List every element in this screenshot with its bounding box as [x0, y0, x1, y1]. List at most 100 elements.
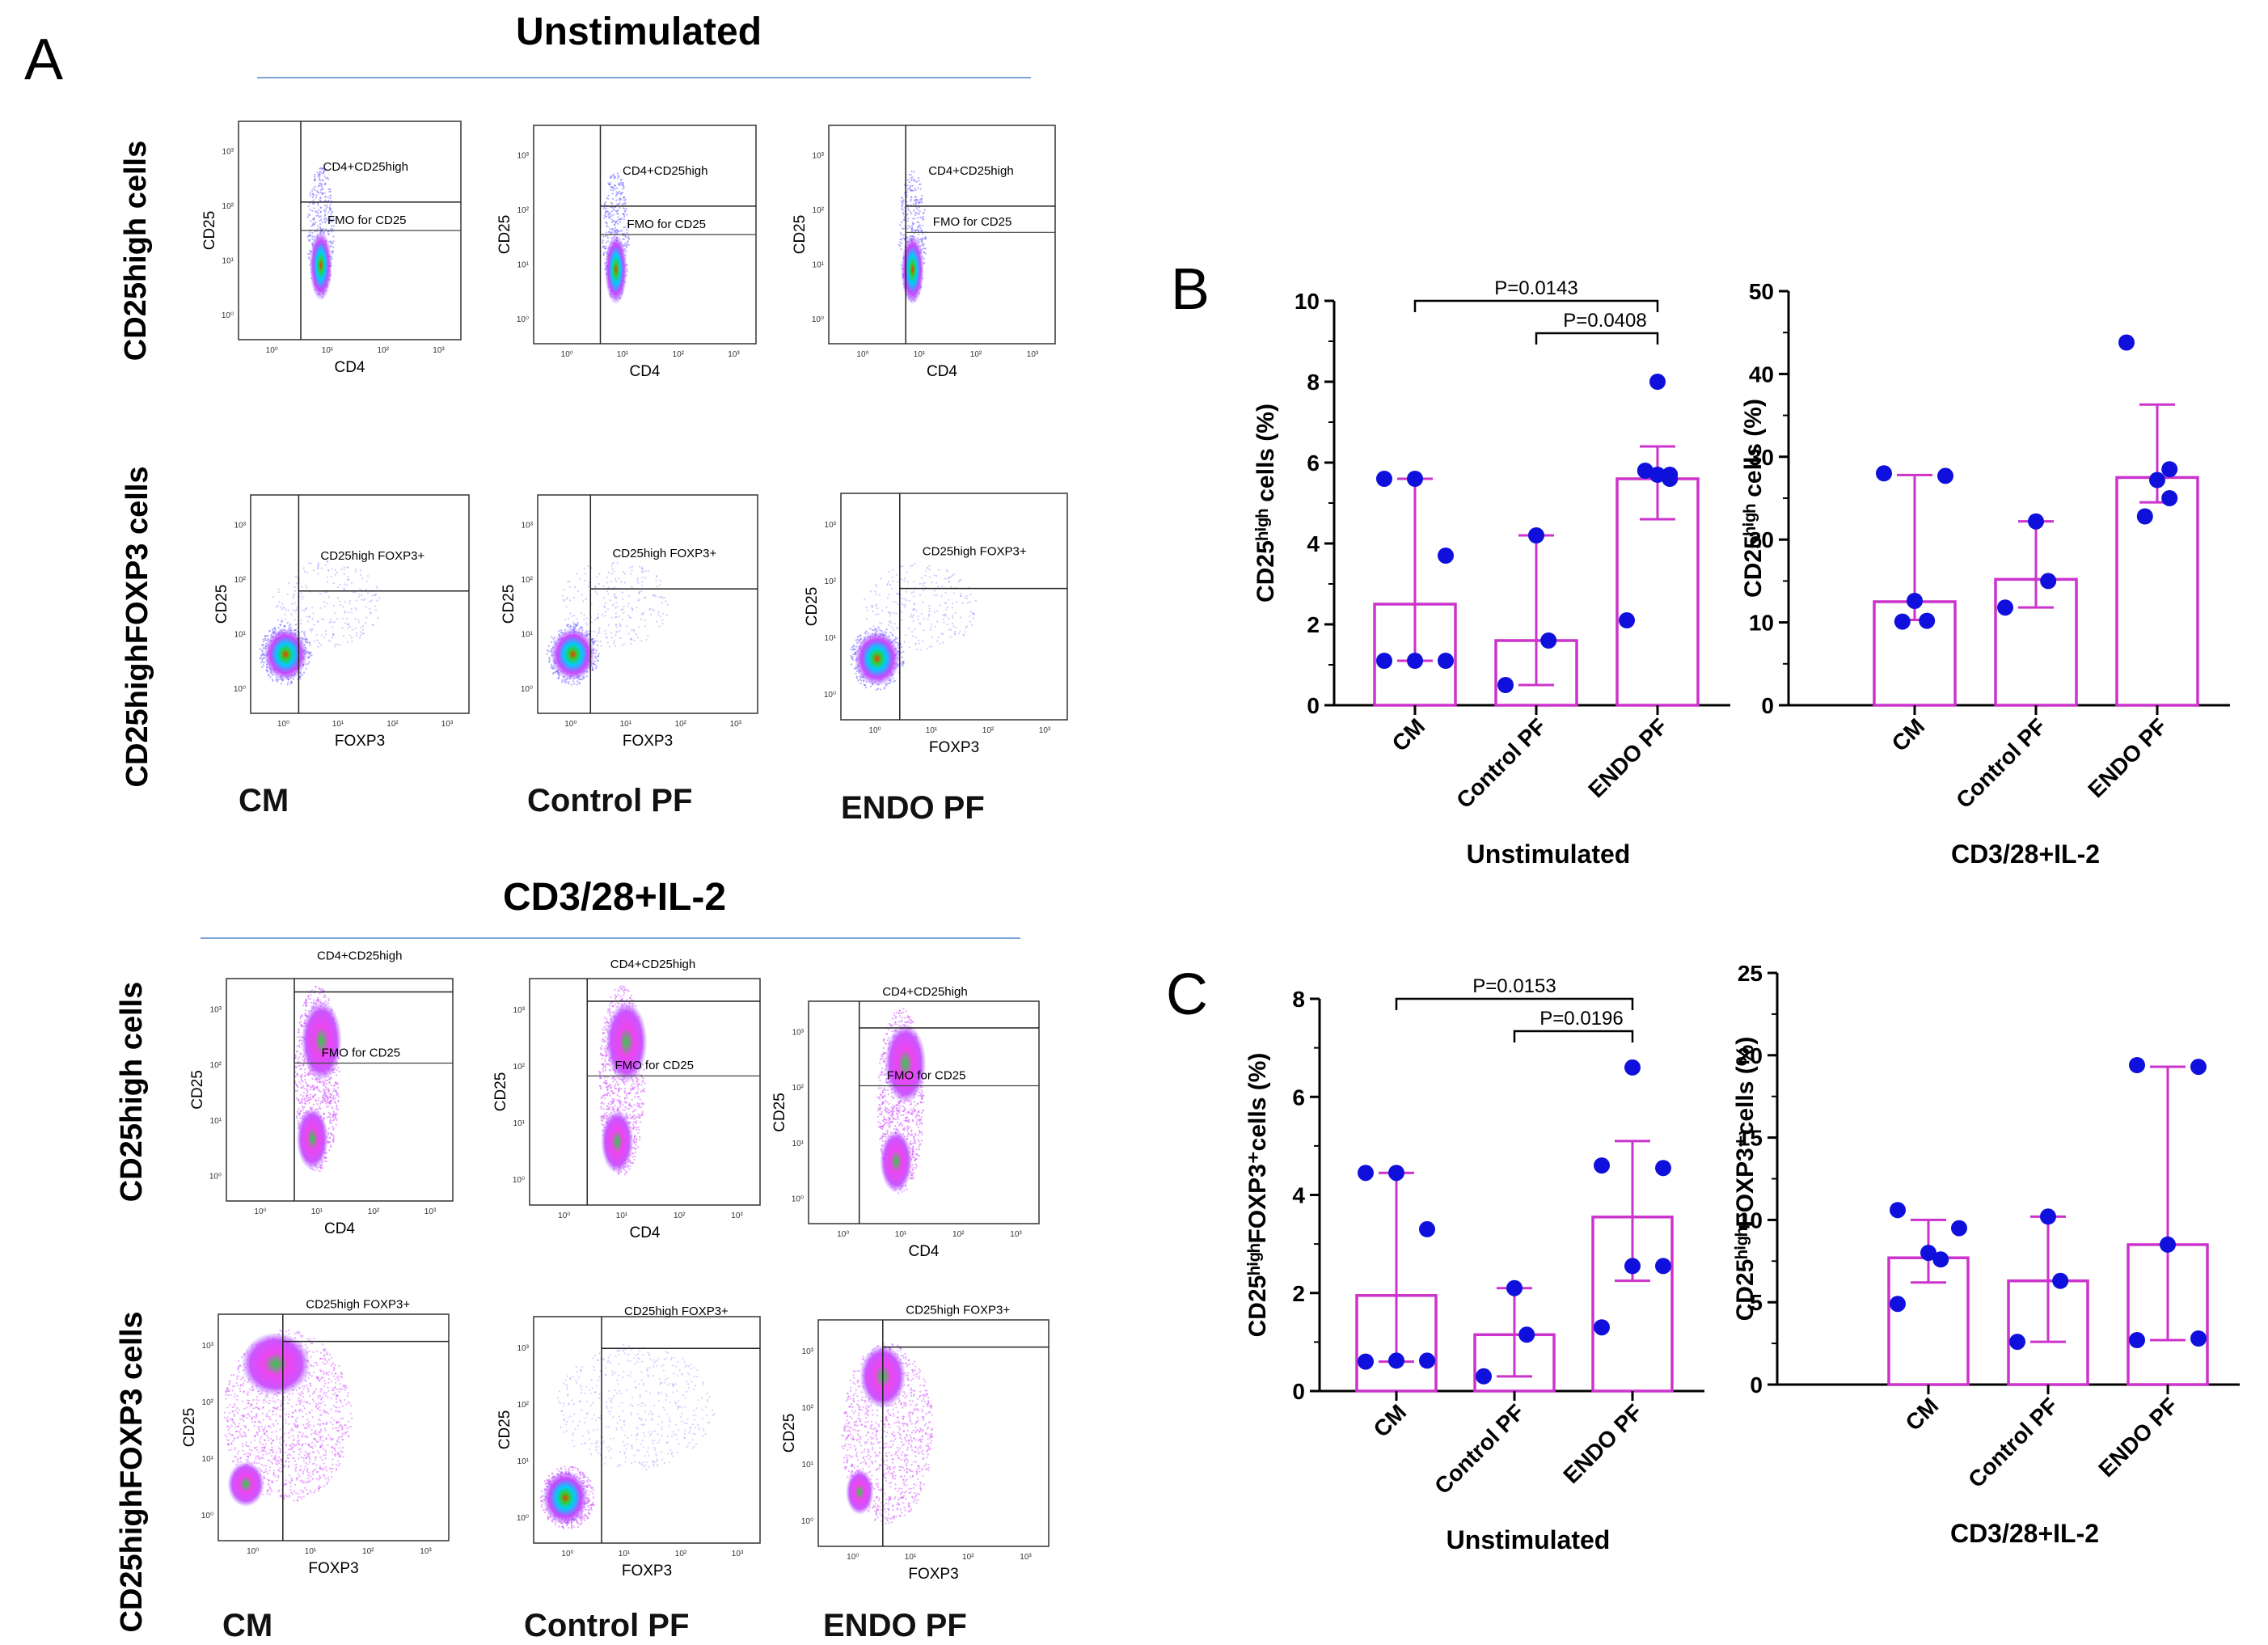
facs-x-axis-label: FOXP3	[308, 1560, 358, 1577]
facs-tick-label: 10¹	[517, 1457, 530, 1466]
facs-plot-frame	[537, 494, 758, 714]
panel-a-letter: A	[24, 27, 63, 92]
y-tick-label: 0	[1761, 693, 1774, 718]
facs-plot: CD25high FOXP3+ 10⁰ 10⁰ 10¹ 10¹ 10² 10² 10³ 10³ F…	[500, 494, 758, 750]
facs-gate-label: CD25high FOXP3+	[306, 1298, 410, 1312]
facs-y-axis-label: CD25	[792, 215, 809, 255]
data-point	[1388, 1165, 1404, 1182]
facs-gate-label: CD4+CD25high	[882, 985, 967, 999]
significance-line	[1535, 332, 1659, 345]
data-point	[2149, 472, 2165, 488]
panel-b-letter: B	[1171, 257, 1210, 322]
y-tick-label: 0	[1292, 1379, 1305, 1404]
facs-plot-frame	[226, 978, 454, 1202]
data-point	[1540, 632, 1557, 649]
facs-x-axis-label: FOXP3	[623, 733, 673, 750]
significance-bracket: P=0.0196	[1513, 1008, 1634, 1042]
facs-tick-label: 10⁰	[564, 720, 577, 729]
data-point	[1937, 467, 1953, 484]
panel-c-letter: C	[1166, 962, 1208, 1027]
facs-x-axis-label: CD4	[334, 359, 365, 376]
x-axis-label: Unstimulated	[1447, 1525, 1611, 1554]
facs-gate-label: CD4+CD25high	[317, 949, 402, 963]
significance-bracket: P=0.0408	[1535, 310, 1659, 345]
category-label: ENDO PF	[1583, 713, 1672, 802]
row-label-foxp3-stim: CD25highFOXP3 cells	[115, 1311, 149, 1632]
data-point	[2129, 1057, 2145, 1073]
facs-tick-label: 10³	[825, 521, 837, 530]
facs-tick-label: 10⁰	[254, 1207, 266, 1216]
facs-tick-label: 10²	[362, 1547, 374, 1556]
facs-tick-label: 10³	[202, 1342, 214, 1351]
facs-tick-label: 10¹	[305, 1547, 317, 1556]
data-point	[1662, 467, 1679, 483]
data-point	[1997, 599, 2013, 616]
facs-tick-label: 10¹	[234, 631, 247, 640]
facs-gate-label: FMO for CD25	[322, 1046, 401, 1059]
facs-plot: CD4+CD25high FMO for CD25 10⁰ 10⁰ 10¹ 10¹ 10² 1…	[792, 125, 1056, 380]
facs-population	[301, 1000, 342, 1081]
facs-tick-label: 10⁰	[812, 315, 824, 324]
facs-tick-label: 10³	[1027, 350, 1039, 359]
facs-tick-label: 10³	[517, 1344, 530, 1353]
row-label-foxp3-unstim: CD25highFOXP3 cells	[120, 466, 154, 787]
facs-y-axis-label: CD25	[492, 1072, 509, 1112]
data-point	[1388, 1352, 1404, 1369]
facs-plot: CD4+CD25high FMO for CD25 10⁰ 10⁰ 10¹ 10¹ 10² 1…	[189, 949, 454, 1237]
facs-tick-label: 10³	[522, 522, 534, 531]
data-point	[1476, 1368, 1492, 1385]
facs-plot: CD25high FOXP3+ 10⁰ 10⁰ 10¹ 10¹ 10² 10² 10³ 10³ F…	[181, 1298, 450, 1577]
y-tick-label: 20	[1738, 1043, 1763, 1068]
facs-tick-label: 10¹	[619, 1550, 631, 1558]
facs-tick-label: 10²	[825, 577, 837, 586]
facs-tick-label: 10³	[1020, 1553, 1032, 1562]
y-tick-label: 0	[1307, 693, 1320, 718]
y-tick-label: 10	[1294, 289, 1320, 314]
category-label: CM	[1387, 713, 1430, 756]
facs-gate-label: CD4+CD25high	[623, 164, 707, 178]
y-tick-label: 10	[1749, 611, 1774, 636]
facs-tick-label: 10¹	[517, 261, 530, 270]
facs-tick-label: 10²	[674, 1212, 686, 1220]
facs-gate-label: FMO for CD25	[615, 1059, 694, 1072]
facs-tick-label: 10⁰	[266, 346, 278, 355]
facs-gate-label: CD25high FOXP3+	[624, 1305, 729, 1318]
facs-tick-label: 10²	[517, 206, 530, 215]
facs-tick-label: 10²	[517, 1401, 530, 1410]
facs-plot: CD4+CD25high FMO for CD25 10⁰ 10⁰ 10¹ 10¹ 10² 1…	[492, 958, 761, 1241]
data-point	[2190, 1059, 2207, 1076]
facs-tick-label: 10⁰	[209, 1173, 222, 1182]
x-axis-label: Unstimulated	[1467, 839, 1631, 869]
facs-tick-label: 10²	[234, 576, 247, 585]
category-label: ENDO PF	[1558, 1399, 1647, 1488]
facs-gate-label: FMO for CD25	[887, 1068, 966, 1082]
facs-tick-label: 10¹	[905, 1553, 917, 1562]
facs-y-axis-label: CD25	[189, 1070, 206, 1110]
facs-x-axis-label: FOXP3	[908, 1566, 958, 1583]
section-title-unstimulated: Unstimulated	[516, 11, 762, 53]
facs-tick-label: 10²	[982, 726, 995, 735]
facs-plot-frame	[817, 1319, 1050, 1547]
data-point	[2136, 508, 2153, 525]
data-point	[1419, 1220, 1435, 1237]
facs-tick-label: 10¹	[202, 1455, 214, 1464]
facs-tick-label: 10²	[675, 720, 687, 729]
data-point	[1655, 1160, 1671, 1177]
y-tick-label: 40	[1749, 362, 1774, 387]
data-point	[1920, 1245, 1936, 1262]
data-point	[2190, 1330, 2207, 1347]
facs-tick-label: 10²	[675, 1550, 687, 1558]
significance-bracket: P=0.0143	[1413, 277, 1659, 312]
facs-population	[605, 235, 627, 305]
facs-tick-label: 10³	[792, 1028, 805, 1037]
facs-tick-label: 10³	[441, 720, 454, 729]
y-axis-label: CD25ʰⁱᵍʰ cells (%)	[1740, 399, 1767, 598]
facs-plot-frame	[828, 125, 1056, 345]
data-point	[1619, 612, 1635, 628]
facs-population	[543, 1470, 589, 1525]
facs-y-axis-label: CD25	[804, 587, 821, 627]
data-point	[2118, 334, 2135, 351]
data-point	[2009, 1334, 2025, 1351]
bar-endo-pf	[2115, 476, 2199, 707]
facs-x-axis-label: FOXP3	[929, 739, 979, 756]
